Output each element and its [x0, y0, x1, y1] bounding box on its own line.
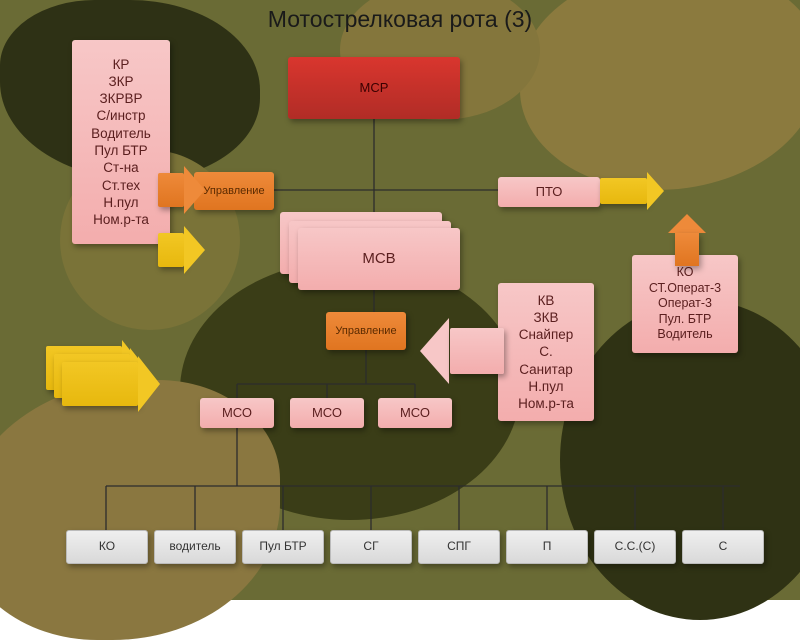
- diagram-title: Мотострелковая рота (3): [0, 6, 800, 33]
- arrow-right-list-up: [668, 214, 706, 266]
- node-pto-label: ПТО: [536, 185, 563, 200]
- bottom-cell: КО: [66, 530, 148, 564]
- node-mgmt-top-label: Управление: [203, 185, 264, 198]
- bottom-cell: СПГ: [418, 530, 500, 564]
- arrow-yellow-left: [158, 226, 206, 274]
- node-mcb: МСВ: [298, 228, 460, 290]
- node-mso-3-label: МСО: [400, 406, 430, 421]
- node-mcp-label: МСР: [360, 81, 389, 96]
- node-mso-3: МСО: [378, 398, 452, 428]
- node-mcp: МСР: [288, 57, 460, 119]
- node-mgmt-bottom-label: Управление: [335, 325, 396, 338]
- right-personnel-list: КОСТ.Операт-3Операт-3Пул. БТРВодитель: [632, 255, 738, 353]
- node-mso-2: МСО: [290, 398, 364, 428]
- yellow-arrow-stack: [46, 346, 182, 414]
- mid-personnel-list: КВЗКВСнайперС.СанитарН.пулНом.р-та: [498, 283, 594, 421]
- node-pto: ПТО: [498, 177, 600, 207]
- bottom-cell: С: [682, 530, 764, 564]
- node-mso-1: МСО: [200, 398, 274, 428]
- arrow-mid-list: [420, 318, 504, 384]
- bottom-cell: Пул БТР: [242, 530, 324, 564]
- bottom-cell: водитель: [154, 530, 236, 564]
- node-mso-2-label: МСО: [312, 406, 342, 421]
- node-mgmt-bottom: Управление: [326, 312, 406, 350]
- node-mcb-label: МСВ: [362, 250, 395, 267]
- bottom-cell: СГ: [330, 530, 412, 564]
- arrow-pto-out: [600, 172, 664, 210]
- bottom-cell: С.С.(С): [594, 530, 676, 564]
- arrow-mgmt-in: [158, 166, 206, 214]
- node-mgmt-top: Управление: [194, 172, 274, 210]
- bottom-cell: П: [506, 530, 588, 564]
- node-mso-1-label: МСО: [222, 406, 252, 421]
- left-personnel-list: КРЗКРЗКРВРС/инстрВодительПул БТРСт-наСт.…: [72, 40, 170, 244]
